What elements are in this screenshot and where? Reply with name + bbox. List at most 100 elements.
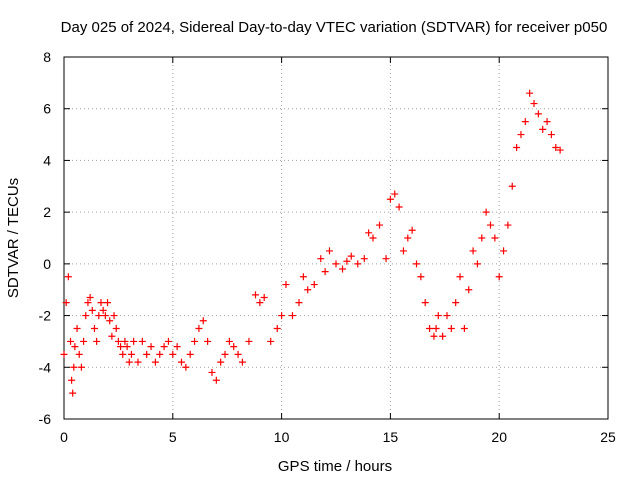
data-point (495, 273, 503, 281)
data-point (134, 358, 142, 366)
data-point (77, 363, 85, 371)
data-point (73, 325, 81, 332)
data-point (108, 332, 116, 340)
data-point (386, 195, 394, 203)
data-point (534, 110, 542, 118)
data-point (70, 363, 78, 371)
data-point (62, 299, 70, 307)
data-point (67, 337, 75, 345)
data-point (299, 273, 307, 281)
data-point (547, 131, 555, 139)
data-point (82, 312, 90, 320)
y-tick-label: 8 (43, 49, 51, 65)
y-tick-label: 4 (43, 152, 51, 168)
data-point (114, 337, 122, 345)
data-point (500, 247, 508, 255)
data-point (60, 350, 68, 358)
data-point (491, 234, 499, 242)
data-point (110, 312, 118, 320)
data-point (332, 260, 340, 268)
data-point (325, 247, 333, 255)
data-point (465, 286, 473, 294)
y-tick-label: -2 (39, 308, 52, 324)
data-point (130, 337, 138, 345)
data-point (408, 226, 416, 234)
data-point (164, 337, 172, 345)
data-point (439, 332, 447, 340)
data-point (517, 131, 525, 139)
data-point (234, 350, 242, 358)
data-point (208, 368, 216, 376)
data-point (430, 332, 438, 340)
data-point (539, 125, 547, 133)
data-point (310, 281, 318, 289)
data-point (160, 343, 168, 351)
ticks (63, 56, 609, 420)
data-point (267, 337, 275, 345)
data-point (68, 376, 76, 384)
data-point (273, 325, 281, 332)
data-point (526, 89, 534, 97)
data-point (421, 299, 429, 307)
y-tick-label: -6 (39, 411, 52, 427)
data-point (212, 376, 220, 384)
data-point (143, 350, 151, 358)
data-point (95, 312, 103, 320)
data-point (123, 343, 131, 351)
data-point (473, 260, 481, 268)
data-point (434, 312, 442, 320)
data-point (119, 350, 127, 358)
data-point (521, 118, 529, 126)
data-point (178, 358, 186, 366)
data-point (469, 247, 477, 255)
y-tick-label: -4 (39, 359, 52, 375)
data-point (173, 343, 181, 351)
data-point (530, 100, 538, 108)
data-point (486, 221, 494, 229)
x-axis-label: GPS time / hours (278, 458, 392, 475)
x-tick-label: 25 (600, 429, 616, 445)
data-point (460, 325, 468, 332)
data-point (399, 247, 407, 255)
data-point (121, 337, 129, 345)
data-point (482, 208, 490, 216)
data-marks (60, 89, 564, 397)
data-point (69, 389, 77, 397)
data-point (217, 358, 225, 366)
data-point (251, 291, 259, 299)
data-point (404, 234, 412, 242)
x-tick-labels: 0 5 10 15 20 25 (60, 429, 616, 445)
x-tick-label: 10 (274, 429, 290, 445)
data-point (260, 293, 268, 301)
data-point (413, 260, 421, 268)
data-point (343, 257, 351, 265)
data-point (432, 325, 440, 332)
data-point (513, 144, 521, 151)
y-tick-labels: -6 -4 -2 0 2 4 6 8 (39, 49, 52, 427)
data-point (382, 255, 390, 263)
data-point (191, 337, 199, 345)
data-point (97, 299, 105, 307)
data-point (478, 234, 486, 242)
data-point (295, 299, 303, 307)
x-tick-label: 0 (60, 429, 68, 445)
data-point (504, 221, 512, 229)
data-point (321, 268, 329, 276)
data-point (186, 350, 194, 358)
data-point (369, 234, 377, 242)
data-point (90, 325, 98, 332)
data-point (84, 299, 92, 307)
data-point (552, 144, 560, 151)
data-point (151, 358, 159, 366)
plot-frame (63, 56, 609, 420)
data-point (156, 350, 164, 358)
data-point (64, 273, 72, 281)
data-point (256, 299, 264, 307)
data-point (182, 363, 190, 371)
data-point (347, 252, 355, 260)
data-point (278, 312, 286, 320)
data-point (508, 182, 516, 190)
data-point (199, 317, 207, 325)
data-point (127, 350, 135, 358)
